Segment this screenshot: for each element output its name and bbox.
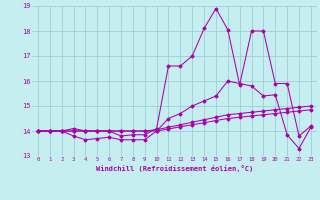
X-axis label: Windchill (Refroidissement éolien,°C): Windchill (Refroidissement éolien,°C) [96, 165, 253, 172]
